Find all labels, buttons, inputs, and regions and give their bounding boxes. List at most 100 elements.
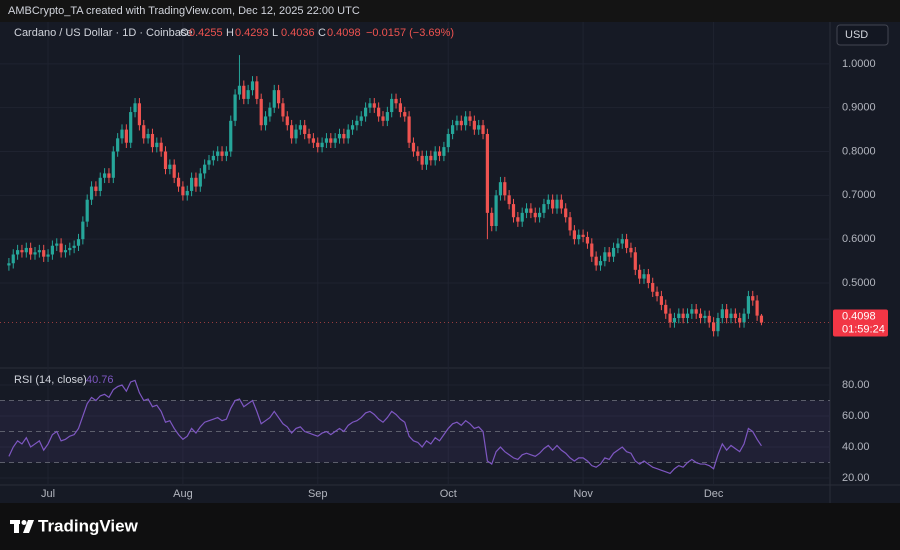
candle-body (603, 252, 607, 262)
candle-body (229, 120, 233, 152)
y-tick-label: 80.00 (842, 379, 870, 391)
candle-body (420, 155, 424, 165)
candle-body (103, 173, 107, 178)
candle-body (694, 309, 698, 314)
candle-body (516, 217, 520, 222)
currency-button[interactable] (836, 24, 889, 46)
candle-body (625, 239, 629, 248)
ohlc-letter: O (180, 27, 189, 39)
ohlc-value: 0.4293 (235, 27, 269, 39)
candle-body (698, 313, 703, 319)
candle-body (342, 133, 346, 139)
candle-body (707, 315, 711, 323)
candle-body (416, 151, 420, 156)
candle-body (24, 247, 28, 253)
candle-body (216, 151, 220, 156)
candle-body (294, 129, 298, 139)
candle-body (85, 199, 89, 222)
candle-body (651, 282, 655, 292)
candle-body (468, 116, 472, 121)
y-tick-label: 0.8000 (842, 145, 876, 157)
y-tick-label: 20.00 (842, 472, 870, 484)
candle-body (250, 81, 255, 91)
candle-body (285, 116, 289, 126)
y-tick-label: 1.0000 (842, 58, 876, 70)
ohlc-value: 0.4036 (281, 27, 315, 39)
candle-body (89, 186, 94, 200)
candle-body (364, 107, 368, 117)
candle-body (403, 112, 407, 117)
candle-body (59, 243, 63, 253)
candle-body (759, 315, 764, 323)
candle-body (46, 254, 50, 257)
candle-body (259, 98, 263, 126)
candle-body (311, 138, 315, 143)
candle-body (281, 103, 285, 117)
header-bar (0, 0, 900, 22)
brand-logo (10, 520, 34, 533)
candle-body (738, 318, 742, 323)
candle-body (503, 182, 507, 196)
candle-body (720, 309, 724, 319)
candle-body (237, 85, 242, 95)
x-tick-label: Oct (440, 488, 457, 500)
candle-body (459, 120, 463, 126)
candle-body (129, 112, 133, 143)
x-tick-label: Nov (573, 488, 593, 500)
candle-body (50, 245, 54, 255)
last-price-label: 0.4098 (842, 310, 876, 322)
x-tick-label: Jul (41, 488, 55, 500)
candle-body (629, 247, 633, 253)
candle-body (63, 250, 68, 253)
candle-body (42, 250, 46, 257)
ohlc-value: 0.4255 (189, 27, 223, 39)
y-tick-label: 0.6000 (842, 233, 876, 245)
candle-body (464, 116, 468, 126)
candle-body (685, 313, 690, 319)
rsi-line (8, 379, 762, 475)
candle-body (124, 129, 128, 143)
candle-body (590, 243, 594, 257)
candle-body (746, 296, 750, 314)
candle-body (368, 103, 372, 108)
candle-body (581, 234, 585, 237)
candle-body (729, 313, 733, 319)
currency[interactable]: USD (845, 29, 868, 41)
candle-body (329, 138, 333, 143)
candle-body (555, 199, 559, 209)
candle-body (585, 236, 590, 244)
candle-body (407, 116, 411, 143)
candle-body (255, 81, 259, 99)
candle-body (433, 151, 437, 161)
candle-body (172, 164, 176, 178)
candle-body (490, 212, 494, 227)
y-tick-label: 60.00 (842, 410, 870, 422)
candle-body (207, 160, 211, 165)
candle-body (633, 252, 637, 270)
x-tick-label: Sep (308, 488, 328, 500)
candle-body (263, 116, 268, 126)
candle-body (677, 313, 681, 319)
candle-body (733, 313, 737, 319)
candle-body (511, 204, 516, 218)
candle-body (568, 217, 572, 231)
indicator-title: RSI (14, close) (14, 374, 87, 386)
ohlc-letter: H (226, 27, 234, 39)
candle-body (672, 318, 677, 323)
candle-body (451, 125, 455, 134)
candle-body (394, 98, 398, 104)
candle-body (681, 313, 685, 319)
candle-body (398, 103, 402, 113)
candle-body (507, 195, 511, 205)
candle-body (377, 107, 381, 117)
candle-body (564, 208, 568, 218)
candle-body (429, 155, 433, 161)
candle-body (442, 147, 446, 156)
candle-body (437, 151, 442, 156)
candle-body (107, 173, 111, 178)
candle-body (55, 243, 59, 246)
candle-body (324, 138, 329, 143)
candle-body (194, 177, 198, 187)
candle-body (572, 230, 576, 240)
candle-body (690, 309, 694, 314)
